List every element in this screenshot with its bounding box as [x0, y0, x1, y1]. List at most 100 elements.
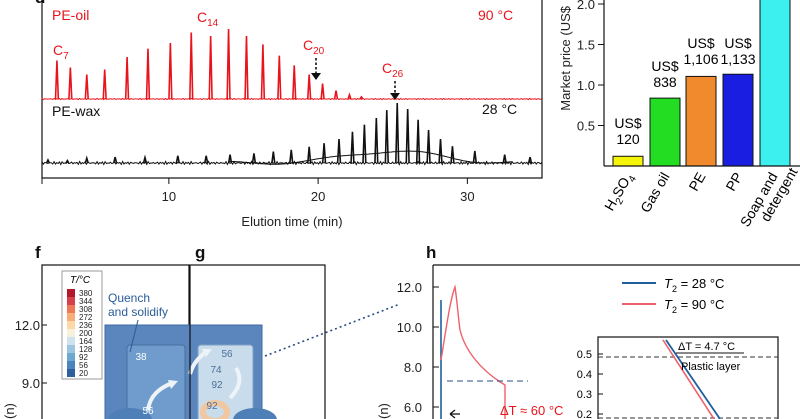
panel-f-ytick-9: 9.0: [22, 376, 40, 391]
legend-value-92: 92: [79, 353, 88, 362]
pe-wax-peak: [289, 149, 294, 164]
panel-e-y-axis-label: Market price (US$: [558, 5, 573, 111]
box-g-value-92: 92: [211, 380, 223, 391]
quench-label: Quench and solidify: [108, 291, 168, 319]
panel-h-ylabel-fragment: (n): [376, 403, 391, 419]
panel-e: 0.5 1.0 1.5 2.0 Market price (US$ US$ 120 US…: [558, 0, 800, 229]
wax-series-label: PE-wax: [52, 103, 100, 119]
pe-wax-peak: [502, 154, 507, 164]
inset-ytick-05: 0.5: [577, 349, 592, 361]
pe-wax-peak: [45, 158, 51, 164]
panel-g: g 56 74 92 92: [189, 243, 401, 419]
box-f-value-38: 38: [135, 352, 147, 363]
pe-wax-peak: [362, 124, 367, 164]
pe-wax-peak: [438, 138, 443, 164]
box-f: [126, 344, 186, 419]
pe-wax-peak: [175, 155, 181, 164]
panel-f-letter: f: [35, 243, 41, 262]
peak-label-c20: C20: [303, 37, 325, 57]
pe-wax-peak: [321, 143, 327, 164]
panel-h-inset: ΔT = 4.7 °C Plastic layer 0.5 0.4 0.3 0.…: [577, 336, 779, 419]
flow-arrowhead-f-1: [168, 380, 178, 389]
pe-wax-peak: [336, 138, 342, 164]
panel-f: f 12.0 9.0 (n) 38 56 Quench and solidify …: [2, 243, 277, 419]
pe-oil-peak: [320, 83, 325, 100]
legend-value-236: 236: [79, 321, 93, 330]
pe-wax-peak: [415, 119, 421, 164]
panel-d-x-ticks: 10 20 30: [162, 178, 475, 204]
pe-wax-peak: [450, 146, 455, 164]
legend-value-128: 128: [79, 345, 93, 354]
pe-oil-peak: [359, 95, 364, 100]
panel-f-ylabel-fragment: (n): [2, 403, 17, 419]
panel-e-ytick-2: 2.0: [577, 0, 595, 12]
bar-gas-oil: [649, 97, 681, 167]
pe-oil-peak: [277, 55, 282, 100]
panel-h-ytick-10: 10.0: [397, 320, 422, 335]
bar-soap-and-detergent: [759, 0, 791, 167]
price-label-pp: US$ 1,133: [720, 35, 755, 67]
pe-oil-peak: [54, 60, 60, 100]
legend-title: T/°C: [70, 275, 91, 286]
oil-chromatogram: [41, 28, 542, 101]
pe-wax-peak: [472, 150, 478, 164]
legend-swatch-344: [67, 297, 75, 305]
legend-value-56: 56: [79, 361, 88, 370]
legend-swatch-164: [67, 337, 75, 345]
pe-wax-peak: [112, 156, 118, 164]
price-label-h2so4: US$ 120: [614, 115, 641, 147]
inset-line-28c: [665, 339, 721, 419]
pe-oil-peak: [124, 56, 130, 100]
pe-oil-peak: [226, 28, 231, 100]
panel-d-xtick-10: 10: [162, 189, 176, 204]
panel-g-frame: [189, 264, 326, 419]
legend-swatch-380: [67, 289, 75, 297]
pe-oil-peak: [306, 74, 312, 100]
pe-oil-peak: [260, 44, 266, 100]
pe-oil-peak: [244, 35, 249, 100]
legend-label-28c: T2 = 28 °C: [664, 276, 724, 294]
legend-swatch-272: [67, 313, 75, 321]
quench-leader-line: [129, 319, 139, 353]
pe-wax-peak: [251, 153, 257, 164]
legend-swatch-236: [67, 321, 75, 329]
panel-d-xtick-20: 20: [311, 189, 325, 204]
pe-oil-baseline: [41, 97, 542, 101]
peak-label-c7: C7: [53, 42, 69, 62]
panel-d-x-axis-label: Elution time (min): [241, 214, 342, 229]
c20-arrow: [311, 58, 321, 80]
flow-arrow-g-2: [228, 366, 242, 400]
legend-label-90c: T2 = 90 °C: [664, 297, 724, 315]
profile-90c: [440, 284, 506, 419]
category-label-pe: PE: [685, 170, 708, 194]
pe-oil-peak: [208, 35, 213, 100]
base-left: [108, 408, 152, 419]
pe-oil-peak: [347, 92, 352, 100]
pe-oil-peak: [145, 48, 151, 100]
pe-wax-peak: [395, 102, 400, 164]
legend-swatch-56: [67, 361, 75, 369]
legend-swatch-128: [67, 345, 75, 353]
bar-pe: [685, 75, 717, 167]
bar-pp: [722, 73, 754, 167]
pe-wax-peak: [350, 131, 355, 164]
flow-arrow-g-1: [188, 350, 208, 375]
c26-arrow: [390, 81, 400, 100]
pe-wax-peak: [142, 154, 148, 164]
box-g-value-92b: 92: [206, 401, 218, 412]
legend-swatch-20: [67, 369, 75, 377]
panel-h-ytick-12: 12.0: [397, 280, 422, 295]
panel-d-xtick-30: 30: [460, 189, 474, 204]
delta-t-main: ΔT ≈ 60 °C: [500, 403, 563, 418]
legend-swatch-308: [67, 305, 75, 313]
flow-arrow-f-1: [146, 381, 173, 411]
pe-wax-peak: [271, 151, 276, 164]
oil-temperature: 90 °C: [478, 7, 513, 23]
panel-e-ytick-0.5: 0.5: [577, 119, 595, 134]
inset-ytick-04: 0.4: [577, 369, 592, 381]
delta-arrow: [449, 409, 460, 419]
panel-h-legend: T2 = 28 °C T2 = 90 °C: [622, 276, 724, 315]
legend-swatch-200: [67, 329, 75, 337]
panel-e-y-ticks: 0.5 1.0 1.5 2.0: [577, 0, 604, 134]
